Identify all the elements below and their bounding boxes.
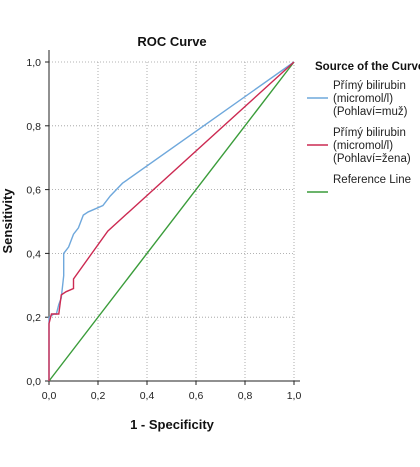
y-tick-label: 0,6 bbox=[26, 185, 41, 197]
x-tick-label: 0,6 bbox=[189, 390, 204, 402]
legend-title: Source of the Curve bbox=[315, 61, 420, 73]
chart-title: ROC Curve bbox=[137, 34, 206, 49]
legend-label-2: (micromol/l) bbox=[333, 140, 393, 152]
series-line-3 bbox=[48, 61, 295, 382]
x-tick-label: 0,8 bbox=[238, 390, 253, 402]
series-line-2 bbox=[48, 61, 295, 381]
plot-area: 0,0 0,2 0,4 0,6 0,8 1,0 0,0 0,2 0,4 0,6 0,8 1,0 bbox=[26, 50, 301, 402]
x-tick-label: 1,0 bbox=[287, 390, 302, 402]
y-axis-label: Sensitivity bbox=[0, 188, 15, 254]
legend-label-2: Přímý bilirubin bbox=[333, 127, 406, 139]
x-tick-label: 0,4 bbox=[140, 390, 155, 402]
x-tick-label: 0,0 bbox=[42, 390, 57, 402]
legend-label-3: Reference Line bbox=[333, 174, 411, 186]
legend-label-1: Přímý bilirubin bbox=[333, 80, 406, 92]
legend-label-1: (micromol/l) bbox=[333, 93, 393, 105]
y-tick-label: 0,0 bbox=[26, 376, 41, 388]
legend-label-2: (Pohlaví=žena) bbox=[333, 153, 411, 165]
legend-label-1: (Pohlaví=muž) bbox=[333, 106, 408, 118]
x-axis-label: 1 - Specificity bbox=[130, 417, 215, 432]
y-tick-label: 0,2 bbox=[26, 312, 41, 324]
y-tick-label: 0,4 bbox=[26, 248, 41, 260]
y-tick-label: 0,8 bbox=[26, 121, 41, 133]
x-tick-label: 0,2 bbox=[91, 390, 106, 402]
y-tick-label: 1,0 bbox=[26, 57, 41, 69]
